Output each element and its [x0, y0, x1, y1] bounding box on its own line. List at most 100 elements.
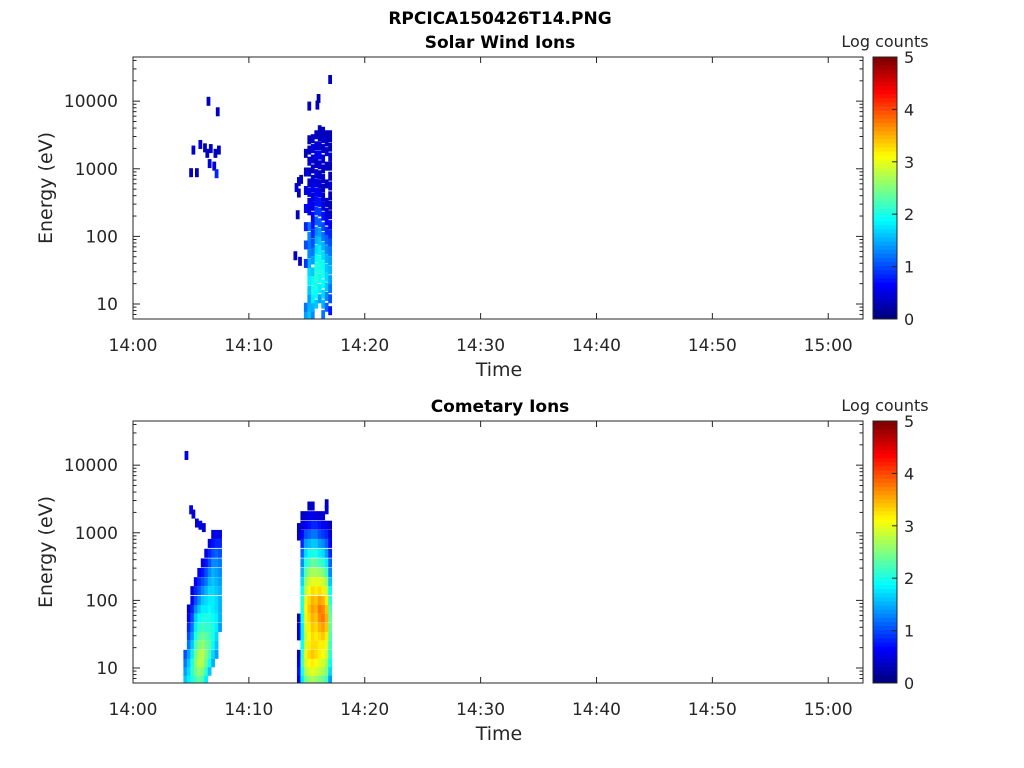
heatmap-cell	[321, 192, 326, 202]
heatmap-cell	[214, 548, 219, 558]
colorbar-segment	[873, 597, 897, 602]
heatmap-cell	[324, 291, 329, 301]
heatmap-cell	[321, 520, 326, 530]
heatmap-cell	[321, 211, 326, 221]
heatmap-cell	[193, 622, 198, 632]
heatmap-cell	[328, 674, 333, 684]
heatmap-cell	[186, 640, 191, 650]
colorbar-segment	[873, 535, 897, 541]
colorbar-segment	[873, 106, 897, 111]
heatmap-cell	[310, 501, 315, 511]
heatmap-cell	[200, 666, 205, 676]
panel-title-cometary: Cometary Ions	[431, 397, 570, 417]
heatmap-cell	[321, 232, 326, 242]
heatmap-cell	[310, 247, 315, 257]
heatmap-cell	[307, 187, 312, 197]
heatmap-cell	[321, 174, 326, 184]
heatmap-cell	[314, 529, 319, 539]
heatmap-cell	[207, 538, 212, 548]
heatmap-cell	[310, 631, 315, 641]
heatmap-cell	[314, 631, 319, 641]
heatmap-cell	[214, 586, 219, 596]
heatmap-cell	[317, 529, 322, 539]
heatmap-cell	[310, 154, 315, 164]
heatmap-cell	[218, 548, 222, 558]
colorbar-segment	[873, 290, 897, 295]
heatmap-cell	[317, 188, 322, 198]
heatmap-cell	[324, 263, 329, 273]
colorbar-segment	[873, 298, 897, 304]
heatmap-cell	[317, 511, 322, 521]
heatmap-cell	[324, 674, 329, 684]
heatmap-cell	[211, 649, 215, 659]
heatmap-cell	[295, 210, 300, 220]
heatmap-cell	[324, 254, 329, 264]
heatmap-cell	[321, 144, 326, 154]
heatmap-cell	[307, 197, 312, 207]
heatmap-cell	[307, 511, 312, 521]
heatmap-cell	[303, 302, 308, 312]
heatmap-cell	[310, 674, 315, 684]
heatmap-cell	[211, 613, 215, 623]
heatmap-cell	[310, 658, 315, 668]
colorbar-segment	[873, 498, 897, 504]
plot-area-cometary	[133, 421, 863, 683]
heatmap-cell	[328, 529, 333, 539]
heatmap-cell	[321, 558, 326, 568]
heatmap-cell	[317, 520, 322, 530]
colorbar-segment	[873, 609, 897, 614]
heatmap-cell	[200, 631, 205, 641]
heatmap-cell	[307, 613, 312, 623]
heatmap-cell	[190, 596, 195, 606]
heatmap-cell	[310, 285, 315, 295]
colorbar-segment	[873, 306, 897, 312]
heatmap-cell	[186, 613, 191, 623]
heatmap-cell	[303, 577, 308, 587]
heatmap-cell	[310, 558, 315, 568]
heatmap-cell	[310, 520, 315, 530]
heatmap-cell	[300, 529, 305, 539]
heatmap-cell	[324, 245, 329, 255]
heatmap-cell	[314, 169, 319, 179]
heatmap-cell	[300, 567, 305, 577]
heatmap-cell	[294, 183, 299, 193]
heatmap-cell	[314, 159, 319, 169]
heatmap-cell	[314, 604, 319, 614]
heatmap-cell	[204, 604, 209, 614]
heatmap-cell	[303, 529, 308, 539]
heatmap-cell	[314, 141, 319, 151]
heatmap-cell	[303, 185, 308, 195]
heatmap-cell	[193, 649, 198, 659]
heatmap-cell	[317, 284, 322, 294]
heatmap-cell	[307, 631, 312, 641]
colorbar-segment	[873, 478, 897, 483]
heatmap-cell	[317, 596, 322, 606]
heatmap-cell	[310, 622, 315, 632]
heatmap-cell	[303, 558, 308, 568]
heatmap-cell	[310, 276, 315, 286]
heatmap-cell	[217, 145, 221, 155]
heatmap-cell	[197, 586, 202, 596]
heatmap-cell	[204, 666, 209, 676]
colorbar-segment	[873, 421, 897, 426]
heatmap-cell	[310, 255, 315, 265]
heatmap-cell	[211, 558, 215, 568]
colorbar-segment	[873, 539, 897, 545]
colorbar-segment	[873, 674, 897, 680]
heatmap-cell	[197, 649, 202, 659]
heatmap-cell	[328, 666, 333, 676]
y-axis-cometary: 10 100 1000 10000	[64, 423, 863, 684]
heatmap-cell	[211, 622, 215, 632]
heatmap-cell	[303, 538, 308, 548]
colorbar-segment	[873, 138, 897, 144]
colorbar-segment	[873, 670, 897, 676]
heatmap-cell	[307, 558, 312, 568]
heatmap-cell	[321, 596, 326, 606]
heatmap-cell	[214, 640, 219, 650]
heatmap-cell	[197, 567, 202, 577]
heatmap-cell	[296, 631, 301, 641]
heatmap-cell	[321, 126, 326, 136]
heatmap-cell	[321, 289, 326, 299]
heatmap-cell	[321, 613, 326, 623]
colorbar-cometary: 0 1 2 3 4 5	[872, 412, 914, 693]
